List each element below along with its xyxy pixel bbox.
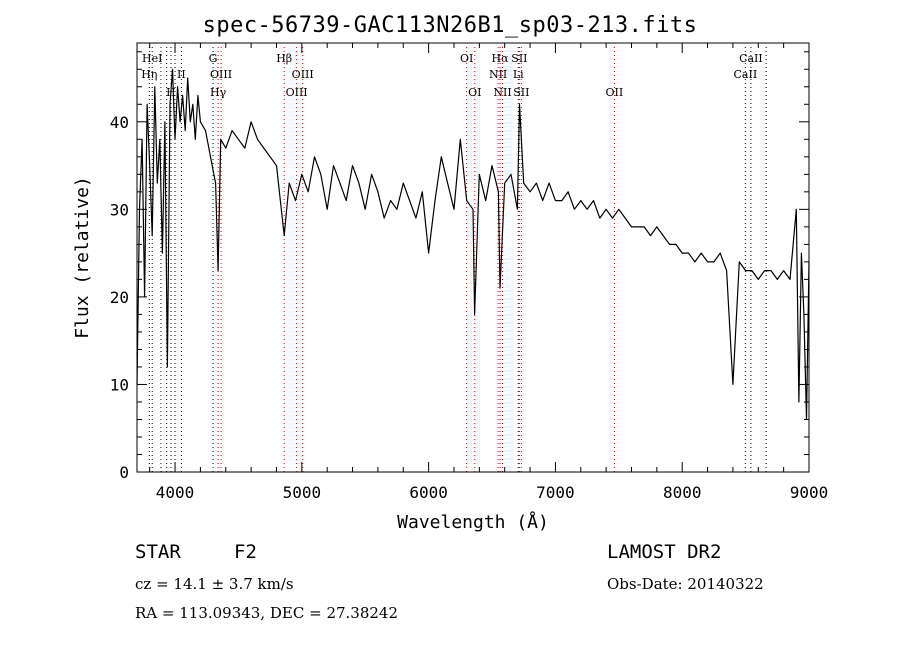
- object-class: STAR: [135, 541, 181, 563]
- line-label-7: G: [209, 52, 218, 65]
- spectrum-series: [136, 68, 810, 421]
- line-label-11: OIII: [286, 86, 308, 99]
- line-label-1: HeI: [142, 52, 162, 65]
- line-label-14: OI: [468, 86, 481, 99]
- observation-date: Obs-Date: 20140322: [607, 575, 764, 593]
- plot-frame: [136, 42, 810, 473]
- spectrum-line: [136, 68, 810, 421]
- x-tick-label-7000: 7000: [536, 483, 575, 502]
- line-label-10: Hβ: [276, 52, 292, 65]
- line-label-17: NII: [493, 86, 511, 99]
- x-tick-label-8000: 8000: [663, 483, 702, 502]
- x-tick-label-9000: 9000: [790, 483, 829, 502]
- y-tick-label-20: 20: [110, 288, 129, 307]
- x-tick-label-6000: 6000: [409, 483, 448, 502]
- line-label-16: Hα: [491, 52, 509, 65]
- x-tick-label-5000: 5000: [283, 483, 322, 502]
- coordinates: RA = 113.09343, DEC = 27.38242: [135, 604, 399, 622]
- line-label-15: NII: [489, 68, 507, 81]
- y-tick-label-40: 40: [110, 113, 129, 132]
- survey-name: LAMOST DR2: [607, 541, 722, 563]
- y-axis-label: Flux (relative): [72, 176, 93, 339]
- line-markers: HηHeIHIIGHγOIIIHβOIIIOIIIOIOINIIHαNIILiS…: [141, 47, 767, 472]
- y-tick-label-0: 0: [119, 463, 129, 482]
- line-label-23: CaII: [739, 52, 763, 65]
- line-label-19: SII: [511, 52, 527, 65]
- axis-ticks: 4000 5000 6000 7000 8000 9000 0 10 20 30 40: [110, 43, 829, 502]
- chart-title: spec-56739-GAC113N26B1_sp03-213.fits: [202, 13, 698, 38]
- y-tick-label-30: 30: [110, 200, 129, 219]
- object-subclass: F2: [234, 541, 257, 563]
- line-label-6: II: [177, 68, 186, 81]
- line-label-18: Li: [513, 68, 524, 81]
- line-label-12: OIII: [292, 68, 314, 81]
- line-label-9: OIII: [210, 68, 232, 81]
- x-tick-label-4000: 4000: [156, 483, 195, 502]
- line-label-8: Hγ: [210, 86, 227, 99]
- line-label-20: SII: [513, 86, 529, 99]
- line-label-22: CaII: [734, 68, 758, 81]
- redshift-info: cz = 14.1 ± 3.7 km/s: [135, 575, 294, 593]
- line-label-0: Hη: [141, 68, 157, 81]
- y-tick-label-10: 10: [110, 375, 129, 394]
- x-axis-label: Wavelength (Å): [397, 511, 549, 533]
- line-label-13: OI: [460, 52, 473, 65]
- line-label-21: OII: [606, 86, 624, 99]
